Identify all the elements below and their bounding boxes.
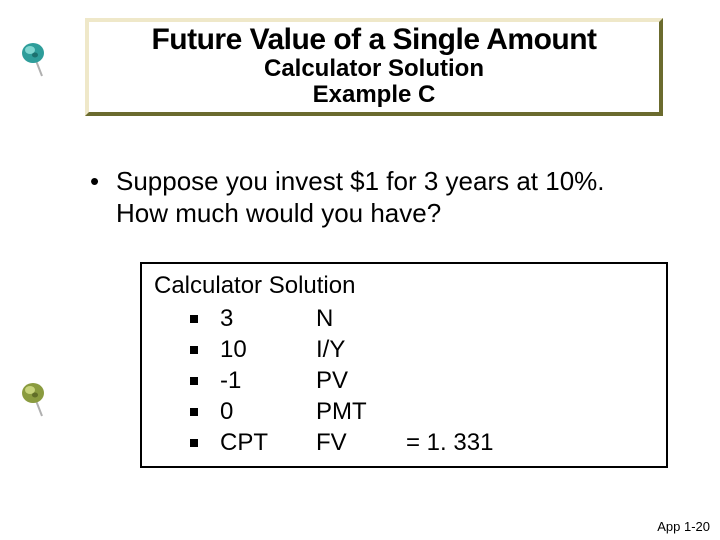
calc-row: -1 PV xyxy=(190,365,656,396)
pushpin-bottom-icon xyxy=(20,380,50,418)
square-bullet-icon xyxy=(190,346,198,354)
slide-title-box: Future Value of a Single Amount Calculat… xyxy=(85,18,663,116)
calc-key: PMT xyxy=(316,396,406,427)
calc-key: I/Y xyxy=(316,334,406,365)
square-bullet-icon xyxy=(190,315,198,323)
calc-value: 10 xyxy=(220,334,316,365)
pushpin-top-icon xyxy=(20,40,50,78)
calc-row: 3 N xyxy=(190,303,656,334)
calc-value: 3 xyxy=(220,303,316,334)
bullet-icon: • xyxy=(90,166,116,198)
calc-row: 0 PMT xyxy=(190,396,656,427)
body-bullet: •Suppose you invest $1 for 3 years at 10… xyxy=(90,166,670,229)
calc-value: CPT xyxy=(220,427,316,458)
slide-subtitle-1: Calculator Solution xyxy=(97,56,651,82)
calc-value: -1 xyxy=(220,365,316,396)
square-bullet-icon xyxy=(190,377,198,385)
calc-result: = 1. 331 xyxy=(406,427,656,458)
calculator-heading: Calculator Solution xyxy=(154,270,656,301)
square-bullet-icon xyxy=(190,439,198,447)
calculator-solution-box: Calculator Solution 3 N 10 I/Y -1 PV 0 P… xyxy=(140,262,668,468)
calc-row: CPT FV = 1. 331 xyxy=(190,427,656,458)
body-text: Suppose you invest $1 for 3 years at 10%… xyxy=(116,166,656,229)
slide-footer: App 1-20 xyxy=(657,519,710,534)
square-bullet-icon xyxy=(190,408,198,416)
calc-value: 0 xyxy=(220,396,316,427)
calc-key: PV xyxy=(316,365,406,396)
calc-key: FV xyxy=(316,427,406,458)
slide-subtitle-2: Example C xyxy=(97,82,651,108)
calc-row: 10 I/Y xyxy=(190,334,656,365)
calc-key: N xyxy=(316,303,406,334)
slide-title: Future Value of a Single Amount xyxy=(97,24,651,56)
